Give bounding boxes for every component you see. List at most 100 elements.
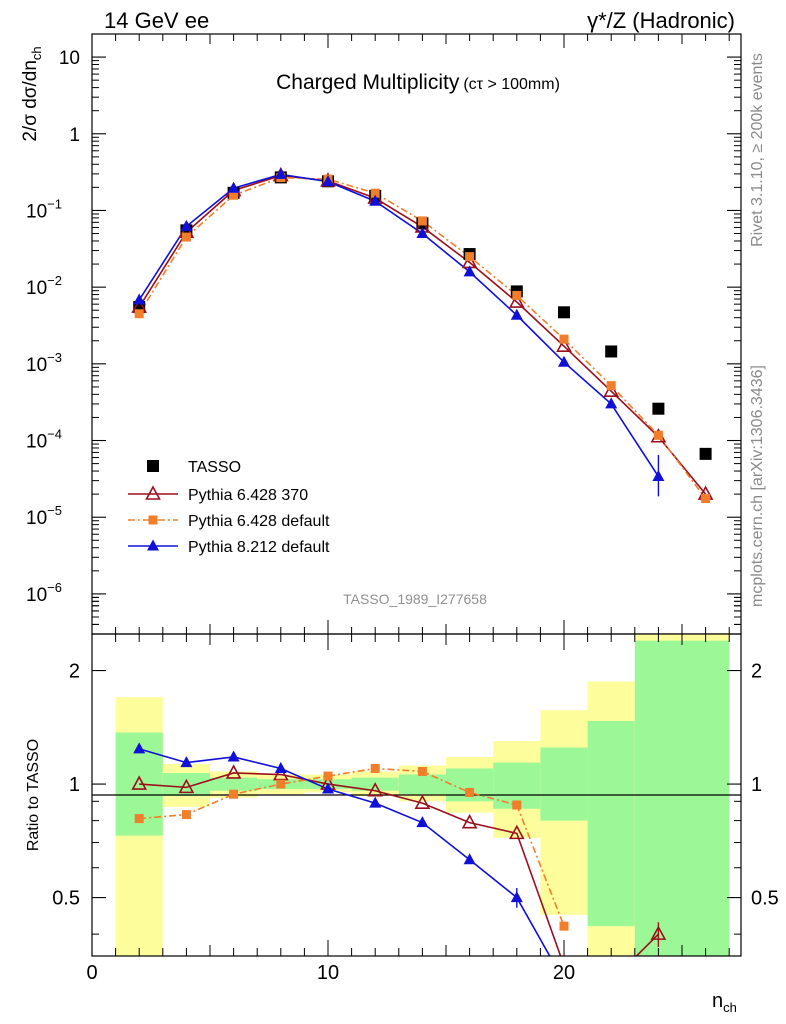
ratio-point-1-2	[229, 789, 239, 799]
data-point-3-9	[558, 355, 570, 367]
ratio-line-0	[139, 772, 659, 956]
data-point-2-0	[134, 309, 144, 319]
data-point-2-2	[229, 190, 239, 200]
data-point-2-12	[701, 494, 711, 504]
ratio-point-2-3	[274, 761, 287, 773]
data-point-3-8	[510, 308, 523, 320]
inner-band-11	[634, 640, 682, 956]
y-tick-label: 1	[69, 125, 80, 146]
inner-band-6	[398, 774, 446, 795]
ratio-point-2-6	[416, 816, 429, 828]
data-point-3-5	[369, 194, 382, 206]
ratio-point-0-8	[508, 824, 525, 840]
y-tick-label: 10−4	[26, 427, 62, 453]
ratio-point-2-8	[510, 891, 523, 903]
ratio-point-0-6	[414, 794, 431, 809]
data-point-2-5	[370, 188, 380, 198]
ratio-panel-axes: 2 2 1 1 0.5 0.5 0 10 20	[52, 634, 779, 984]
ratio-point-1-4	[323, 771, 333, 781]
header-right: γ*/Z (Hadronic)	[587, 8, 735, 33]
data-point-3-0	[133, 293, 146, 305]
chart-title: Charged Multiplicity (cτ > 100mm)	[276, 71, 560, 94]
ratio-point-1-9	[559, 921, 569, 931]
ratio-point-0-11	[650, 925, 667, 940]
data-point-3-4	[322, 175, 334, 187]
legend-label-2: Pythia 6.428 default	[188, 513, 330, 530]
data-point-3-2	[227, 181, 240, 193]
x-tick-label: 20	[553, 962, 575, 984]
legend-label-3: Pythia 8.212 default	[188, 539, 330, 556]
ratio-panel-frame	[91, 633, 742, 957]
y-axis-label: 2/σ dσ/dnch	[20, 46, 44, 141]
series-line-3	[138, 173, 660, 477]
y-tick-label: 10	[59, 48, 80, 69]
inner-band-10	[587, 720, 635, 927]
inner-band-1	[162, 772, 210, 796]
data-point-3-6	[416, 227, 429, 239]
ratio-y-axis-label: Ratio to TASSO	[25, 739, 42, 851]
ratio-point-0-5	[367, 782, 384, 797]
ratio-line-2	[138, 748, 551, 956]
data-point-1-10	[603, 382, 620, 397]
ratio-y-tick-label-right: 2	[751, 661, 762, 683]
ratio-point-0-0	[131, 775, 148, 790]
main-panel-marks	[131, 166, 714, 504]
legend-marker-2	[148, 515, 158, 525]
ratio-point-2-2	[227, 750, 240, 762]
ratio-point-0-2	[225, 764, 242, 779]
ratio-point-0-3	[272, 765, 289, 781]
ratio-line-1	[139, 767, 565, 927]
data-point-2-10	[606, 381, 616, 391]
data-point-2-8	[512, 290, 522, 300]
data-point-0-12	[699, 447, 712, 460]
ratio-point-2-5	[369, 796, 382, 808]
ratio-point-2-7	[463, 853, 476, 865]
ratio-point-1-6	[417, 766, 427, 776]
main-panel: 10 1 10−1 10−2 10−3 10−4 10−5 10−6 Charged Mult…	[20, 33, 742, 635]
data-point-2-7	[465, 252, 475, 262]
data-point-0-9	[558, 306, 570, 319]
ratio-point-0-1	[178, 778, 195, 794]
y-tick-label: 10−1	[26, 196, 62, 222]
data-point-2-6	[417, 216, 427, 226]
ratio-panel: 2 2 1 1 0.5 0.5 0 10 20 Ratio to TASSO nch	[25, 633, 779, 1015]
data-point-3-10	[605, 397, 618, 409]
data-point-1-8	[508, 293, 525, 308]
inner-band-12	[682, 640, 730, 956]
ratio-point-1-5	[370, 763, 380, 773]
side-label-rivet: Rivet 3.1.10, ≥ 200k events	[749, 53, 766, 247]
data-point-2-9	[559, 334, 569, 344]
x-tick-label: 10	[317, 962, 339, 984]
inner-band-9	[540, 747, 588, 821]
y-tick-label: 10−5	[26, 503, 62, 529]
y-tick-label: 10−6	[26, 580, 62, 606]
main-panel-axes: 10 1 10−1 10−2 10−3 10−4 10−5 10−6	[26, 34, 741, 635]
legend-marker-1	[145, 485, 161, 500]
data-point-3-3	[274, 167, 287, 179]
ratio-y-tick-label-right: 0.5	[751, 888, 779, 910]
inner-band-2	[210, 777, 258, 791]
x-axis-label: nch	[712, 990, 737, 1015]
ratio-point-2-0	[133, 742, 146, 754]
legend-label-1: Pythia 6.428 370	[188, 487, 308, 504]
data-point-3-11	[652, 469, 665, 481]
data-point-0-11	[652, 402, 665, 415]
data-point-1-9	[556, 337, 572, 352]
ratio-point-2-1	[180, 756, 193, 768]
legend-label-0: TASSO	[188, 459, 241, 476]
legend: TASSO Pythia 6.428 370 Pythia 6.428 defaul…	[128, 459, 330, 556]
data-point-2-11	[653, 430, 663, 440]
ratio-panel-marks	[131, 742, 667, 956]
data-point-3-7	[463, 265, 476, 277]
ratio-point-1-7	[465, 787, 475, 797]
legend-marker-0	[147, 460, 159, 472]
ratio-y-tick-label-right: 1	[751, 774, 762, 796]
ratio-point-0-7	[461, 813, 478, 829]
ratio-point-2-4	[322, 782, 334, 794]
ratio-point-1-1	[181, 810, 191, 820]
y-tick-label: 10−2	[26, 273, 62, 299]
legend-marker-3	[147, 539, 159, 551]
data-point-3-1	[180, 219, 193, 231]
